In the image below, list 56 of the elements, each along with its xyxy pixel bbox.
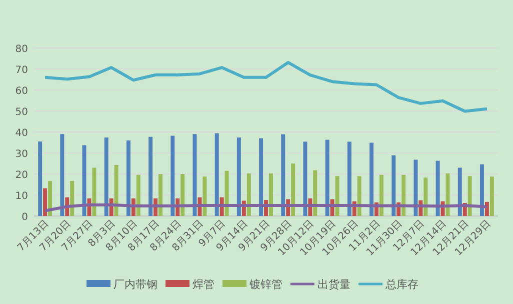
line-series: [44, 60, 488, 113]
bar: [424, 178, 428, 216]
bar: [357, 176, 362, 216]
legend-label: 总库存: [384, 278, 418, 291]
bar: [436, 160, 440, 216]
bar: [158, 174, 162, 216]
y-tick-label: 80: [15, 44, 28, 55]
bar: [392, 155, 396, 216]
bar: [214, 133, 219, 216]
bar: [236, 137, 241, 216]
bar: [70, 180, 74, 216]
y-tick-label: 70: [15, 65, 28, 76]
bar: [126, 140, 130, 216]
bar: [347, 142, 352, 216]
bar: [60, 134, 64, 216]
bar: [313, 170, 318, 216]
bar: [446, 173, 450, 216]
bar: [43, 188, 48, 216]
bar: [104, 137, 108, 216]
legend-label: 镀锌管: [248, 278, 282, 291]
bar: [48, 180, 52, 216]
legend-label: 焊管: [192, 278, 214, 291]
bar: [224, 170, 229, 216]
bar: [402, 174, 406, 216]
bar: [325, 140, 330, 216]
bar: [268, 173, 273, 216]
legend-label: 出货量: [318, 278, 350, 291]
bar: [490, 176, 494, 216]
bar: [379, 174, 384, 216]
bar: [259, 138, 264, 216]
y-tick-label: 30: [15, 149, 28, 160]
bar: [291, 164, 296, 216]
bar: [458, 168, 462, 216]
legend-label: 厂内带钢: [114, 278, 158, 291]
bar: [303, 142, 308, 216]
bar: [370, 142, 374, 216]
bar: [92, 168, 96, 216]
bar: [281, 134, 286, 216]
y-tick-label: 10: [15, 191, 28, 202]
bar: [246, 173, 251, 216]
bar: [148, 136, 153, 216]
bar: [202, 176, 207, 216]
bar: [38, 141, 42, 216]
bar: [114, 164, 118, 216]
y-tick-label: 60: [15, 86, 28, 97]
y-tick-label: 20: [15, 170, 28, 181]
bar: [136, 174, 140, 216]
bar: [480, 164, 484, 216]
y-tick-label: 40: [15, 128, 28, 139]
bar: [170, 136, 175, 216]
bar: [468, 176, 472, 216]
bar: [414, 160, 418, 216]
y-tick-label: 50: [15, 107, 28, 118]
bar: [82, 145, 86, 216]
bar: [180, 174, 185, 216]
y-tick-label: 0: [22, 212, 28, 223]
